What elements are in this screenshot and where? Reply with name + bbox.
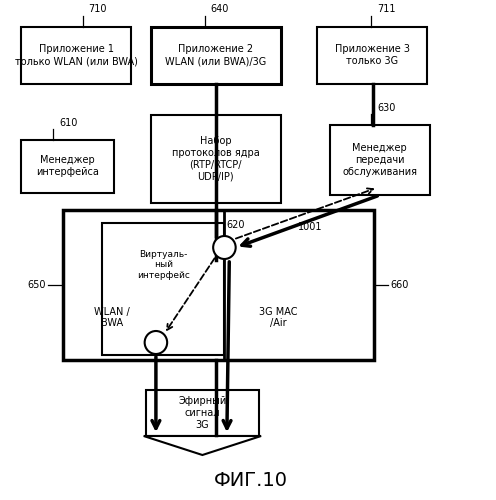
Text: Приложение 3
только 3G: Приложение 3 только 3G [335, 44, 410, 66]
Bar [151, 26, 281, 84]
Text: Виртуаль-
ный
интерфейс: Виртуаль- ный интерфейс [137, 250, 189, 280]
Text: 710: 710 [88, 4, 107, 15]
Bar [317, 26, 428, 84]
Bar [146, 390, 259, 436]
Text: 620: 620 [227, 220, 246, 230]
Bar [330, 125, 430, 195]
Text: 711: 711 [377, 4, 396, 15]
Bar [21, 140, 114, 192]
Bar [151, 115, 281, 202]
Text: 640: 640 [211, 4, 229, 15]
Text: Эфирный
сигнал
3G: Эфирный сигнал 3G [178, 396, 227, 430]
Circle shape [213, 236, 236, 259]
Text: WLAN /
BWA: WLAN / BWA [94, 306, 130, 328]
Text: Набор
протоколов ядра
(RTP/RTCP/
UDP/IP): Набор протоколов ядра (RTP/RTCP/ UDP/IP) [172, 136, 260, 181]
Text: 610: 610 [59, 118, 77, 128]
Text: 630: 630 [377, 103, 395, 113]
Text: Менеджер
интерфейса: Менеджер интерфейса [36, 156, 99, 177]
Text: 1001: 1001 [298, 222, 322, 232]
Bar [21, 26, 131, 84]
Text: Приложение 1
только WLAN (или BWA): Приложение 1 только WLAN (или BWA) [15, 44, 138, 66]
Text: Менеджер
передачи
обслуживания: Менеджер передачи обслуживания [342, 144, 417, 176]
Text: ФИГ.10: ФИГ.10 [214, 471, 288, 490]
Bar [102, 222, 224, 355]
Text: 660: 660 [391, 280, 409, 290]
Text: 3G MAC
/Air: 3G MAC /Air [259, 306, 298, 328]
Circle shape [145, 331, 167, 354]
Bar [63, 210, 373, 360]
Text: Приложение 2
WLAN (или BWA)/3G: Приложение 2 WLAN (или BWA)/3G [165, 44, 266, 66]
Text: 650: 650 [27, 280, 46, 290]
Polygon shape [144, 436, 261, 455]
